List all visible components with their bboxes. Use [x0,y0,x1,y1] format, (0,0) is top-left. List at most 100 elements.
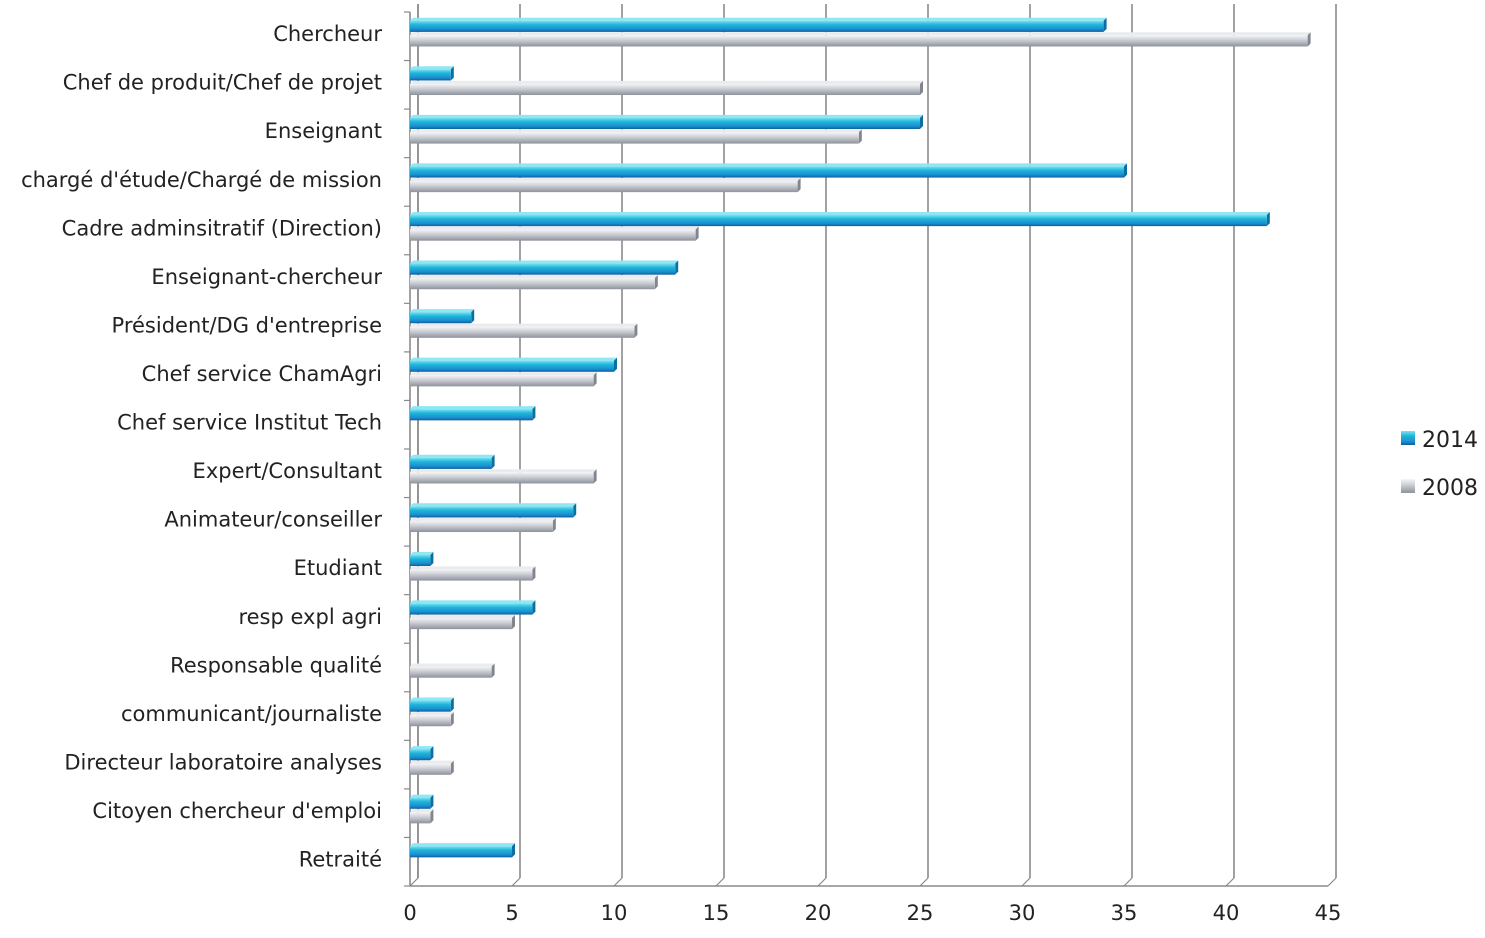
floor-line [715,877,725,887]
bar-2008-7 [410,372,597,387]
bar-top [410,323,638,327]
floor-line [613,877,623,887]
category-label: Chef service ChamAgri [142,362,382,386]
floor-line [1021,877,1031,887]
bar [410,520,553,533]
bar-2014-9 [410,454,495,469]
category-label: Cadre adminsitratif (Direction) [62,216,382,240]
category-label: communicant/journaliste [121,702,382,726]
bar-top [410,129,862,133]
bar [410,797,431,809]
bar [410,666,492,678]
bar-end [654,275,658,290]
x-tick-label: 45 [1315,901,1342,925]
bar-2014-8 [410,406,536,421]
category-label: Président/DG d'entreprise [112,313,382,337]
bar-end [450,66,454,81]
bar-2008-13 [410,663,495,678]
category-label: Citoyen chercheur d'emploi [92,799,382,823]
x-tick-label: 0 [403,901,416,925]
bar-top [410,760,454,764]
category-label: chargé d'étude/Chargé de mission [21,168,382,192]
legend-swatch [1401,431,1415,445]
category-label: Etudiant [294,556,382,580]
bar-top [410,260,679,264]
bar-end [450,760,454,775]
bar-end [920,114,923,130]
bar-2014-3 [410,163,1127,178]
category-label: Chercheur [273,22,382,46]
bar-end [1266,211,1270,227]
category-label: resp expl agri [238,605,382,629]
bar-end [512,843,515,858]
bar-end [512,614,515,630]
bar-2014-15 [410,746,434,761]
bar [410,457,492,469]
category-label: Enseignant-chercheur [151,265,382,289]
bar-end [634,323,638,338]
bar-2014-2 [410,114,923,130]
bar [410,83,920,96]
bar-2008-2 [410,129,862,144]
x-tick-labels: 0 5 10 15 20 25 30 35 40 45 [403,901,1341,925]
legend-item-2008: 2008 [1401,476,1478,501]
axes [404,4,1328,887]
bar [410,35,1308,47]
bar [410,700,451,712]
bar-top [410,503,577,507]
x-tick-label: 40 [1213,901,1240,925]
bar-top [410,712,454,716]
bar-end [471,309,475,324]
bar-top [410,211,1270,215]
category-label: Expert/Consultant [193,459,382,483]
bar-top [410,66,454,70]
bars [410,17,1311,858]
bar [410,20,1104,32]
category-label: Responsable qualité [170,653,382,677]
bar-end [450,697,454,712]
legend: 2014 2008 [1401,428,1478,501]
bar [410,117,920,130]
bar-2008-0 [410,32,1311,47]
gridlines [409,4,1337,887]
category-label: Enseignant [265,119,382,143]
bar-top [410,406,536,410]
bar [410,554,431,567]
bar-top [410,80,923,84]
bar-2008-16 [410,809,434,824]
bar-2008-15 [410,760,454,775]
bar-top [410,843,515,847]
bar-end [920,80,923,96]
legend-swatch [1401,479,1415,493]
floor-line [409,877,419,887]
bar-top [410,454,495,458]
bar-end [593,372,597,387]
bar-end [532,600,536,615]
category-label: Chef service Institut Tech [117,411,382,435]
bar-end [430,809,434,824]
bar-top [410,177,801,181]
bar-2008-4 [410,226,699,241]
bar-top [410,163,1127,167]
bar-2008-14 [410,712,454,727]
bar-top [410,663,495,667]
floor-line [511,877,521,887]
bar-2008-12 [410,614,515,630]
x-tick-label: 20 [805,901,832,925]
bar-top [410,566,536,570]
bar-end [450,712,454,727]
bar [410,263,676,275]
bar [410,715,451,727]
bar-2014-12 [410,600,536,615]
bar-top [410,794,434,798]
bar-top [410,697,454,701]
bar [410,506,574,518]
bar-end [491,454,495,469]
bar-top [410,614,515,618]
bar-2014-7 [410,357,617,372]
bar-2014-6 [410,309,475,324]
legend-label: 2008 [1422,476,1478,501]
x-tick-label: 5 [505,901,518,925]
bar [410,69,451,81]
bar-2014-10 [410,503,577,518]
